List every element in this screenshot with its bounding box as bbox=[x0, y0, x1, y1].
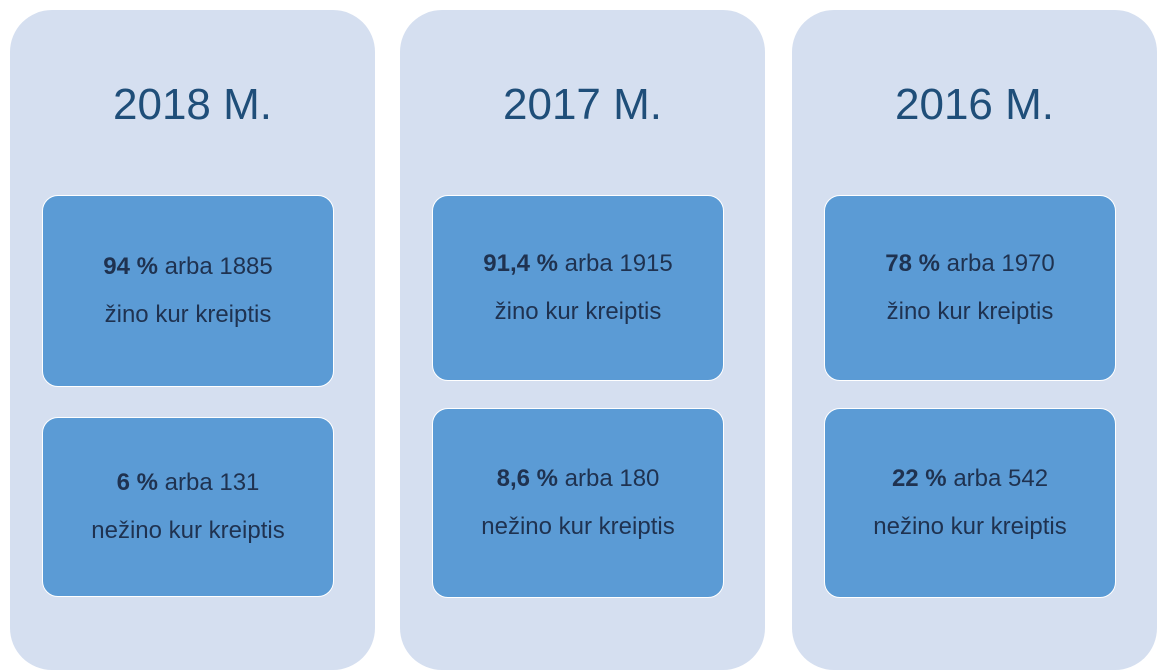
stat-line: 91,4 % arba 1915 bbox=[433, 240, 723, 288]
stat-count: arba 1915 bbox=[564, 250, 673, 277]
stat-count: arba 1885 bbox=[164, 253, 273, 280]
stat-percent: 78 % bbox=[885, 250, 940, 277]
stat-count: arba 542 bbox=[953, 465, 1049, 492]
stat-description: žino kur kreiptis bbox=[886, 298, 1054, 325]
stat-box: 91,4 % arba 1915 žino kur kreiptis bbox=[432, 195, 724, 381]
stat-box: 6 % arba 131 nežino kur kreiptis bbox=[42, 417, 334, 597]
stat-line: 6 % arba 131 bbox=[43, 459, 333, 507]
stat-line: 94 % arba 1885 bbox=[43, 243, 333, 291]
year-column: 2018 M. 94 % arba 1885 žino kur kreiptis 6 … bbox=[10, 10, 375, 670]
stat-count: arba 131 bbox=[164, 469, 260, 496]
year-column: 2016 M. 78 % arba 1970 žino kur kreiptis 22… bbox=[792, 10, 1157, 670]
stat-percent: 22 % bbox=[891, 465, 947, 492]
stat-description: žino kur kreiptis bbox=[494, 298, 662, 325]
stat-box: 22 % arba 542 nežino kur kreiptis bbox=[824, 408, 1116, 598]
stat-box: 94 % arba 1885 žino kur kreiptis bbox=[42, 195, 334, 387]
stat-box: 8,6 % arba 180 nežino kur kreiptis bbox=[432, 408, 724, 598]
year-column: 2017 M. 91,4 % arba 1915 žino kur kreiptis… bbox=[400, 10, 765, 670]
stat-line: 22 % arba 542 bbox=[825, 455, 1115, 503]
stat-description: nežino kur kreiptis bbox=[481, 513, 675, 540]
stat-box: 78 % arba 1970 žino kur kreiptis bbox=[824, 195, 1116, 381]
stat-count: arba 1970 bbox=[946, 250, 1055, 277]
stat-percent: 8,6 % bbox=[496, 465, 558, 492]
stat-percent: 94 % bbox=[103, 253, 158, 280]
page: 2018 M. 94 % arba 1885 žino kur kreiptis 6 … bbox=[10, 10, 1157, 670]
column-title: 2017 M. bbox=[503, 80, 662, 129]
stat-line: 78 % arba 1970 bbox=[825, 240, 1115, 288]
stat-description: nežino kur kreiptis bbox=[873, 513, 1067, 540]
stat-description: žino kur kreiptis bbox=[104, 301, 272, 328]
stat-percent: 6 % bbox=[116, 469, 158, 496]
stat-line: 8,6 % arba 180 bbox=[433, 455, 723, 503]
stat-description: nežino kur kreiptis bbox=[91, 517, 285, 544]
column-title: 2018 M. bbox=[113, 80, 272, 129]
stat-percent: 91,4 % bbox=[483, 250, 558, 277]
stat-count: arba 180 bbox=[564, 465, 660, 492]
column-title: 2016 M. bbox=[895, 80, 1054, 129]
